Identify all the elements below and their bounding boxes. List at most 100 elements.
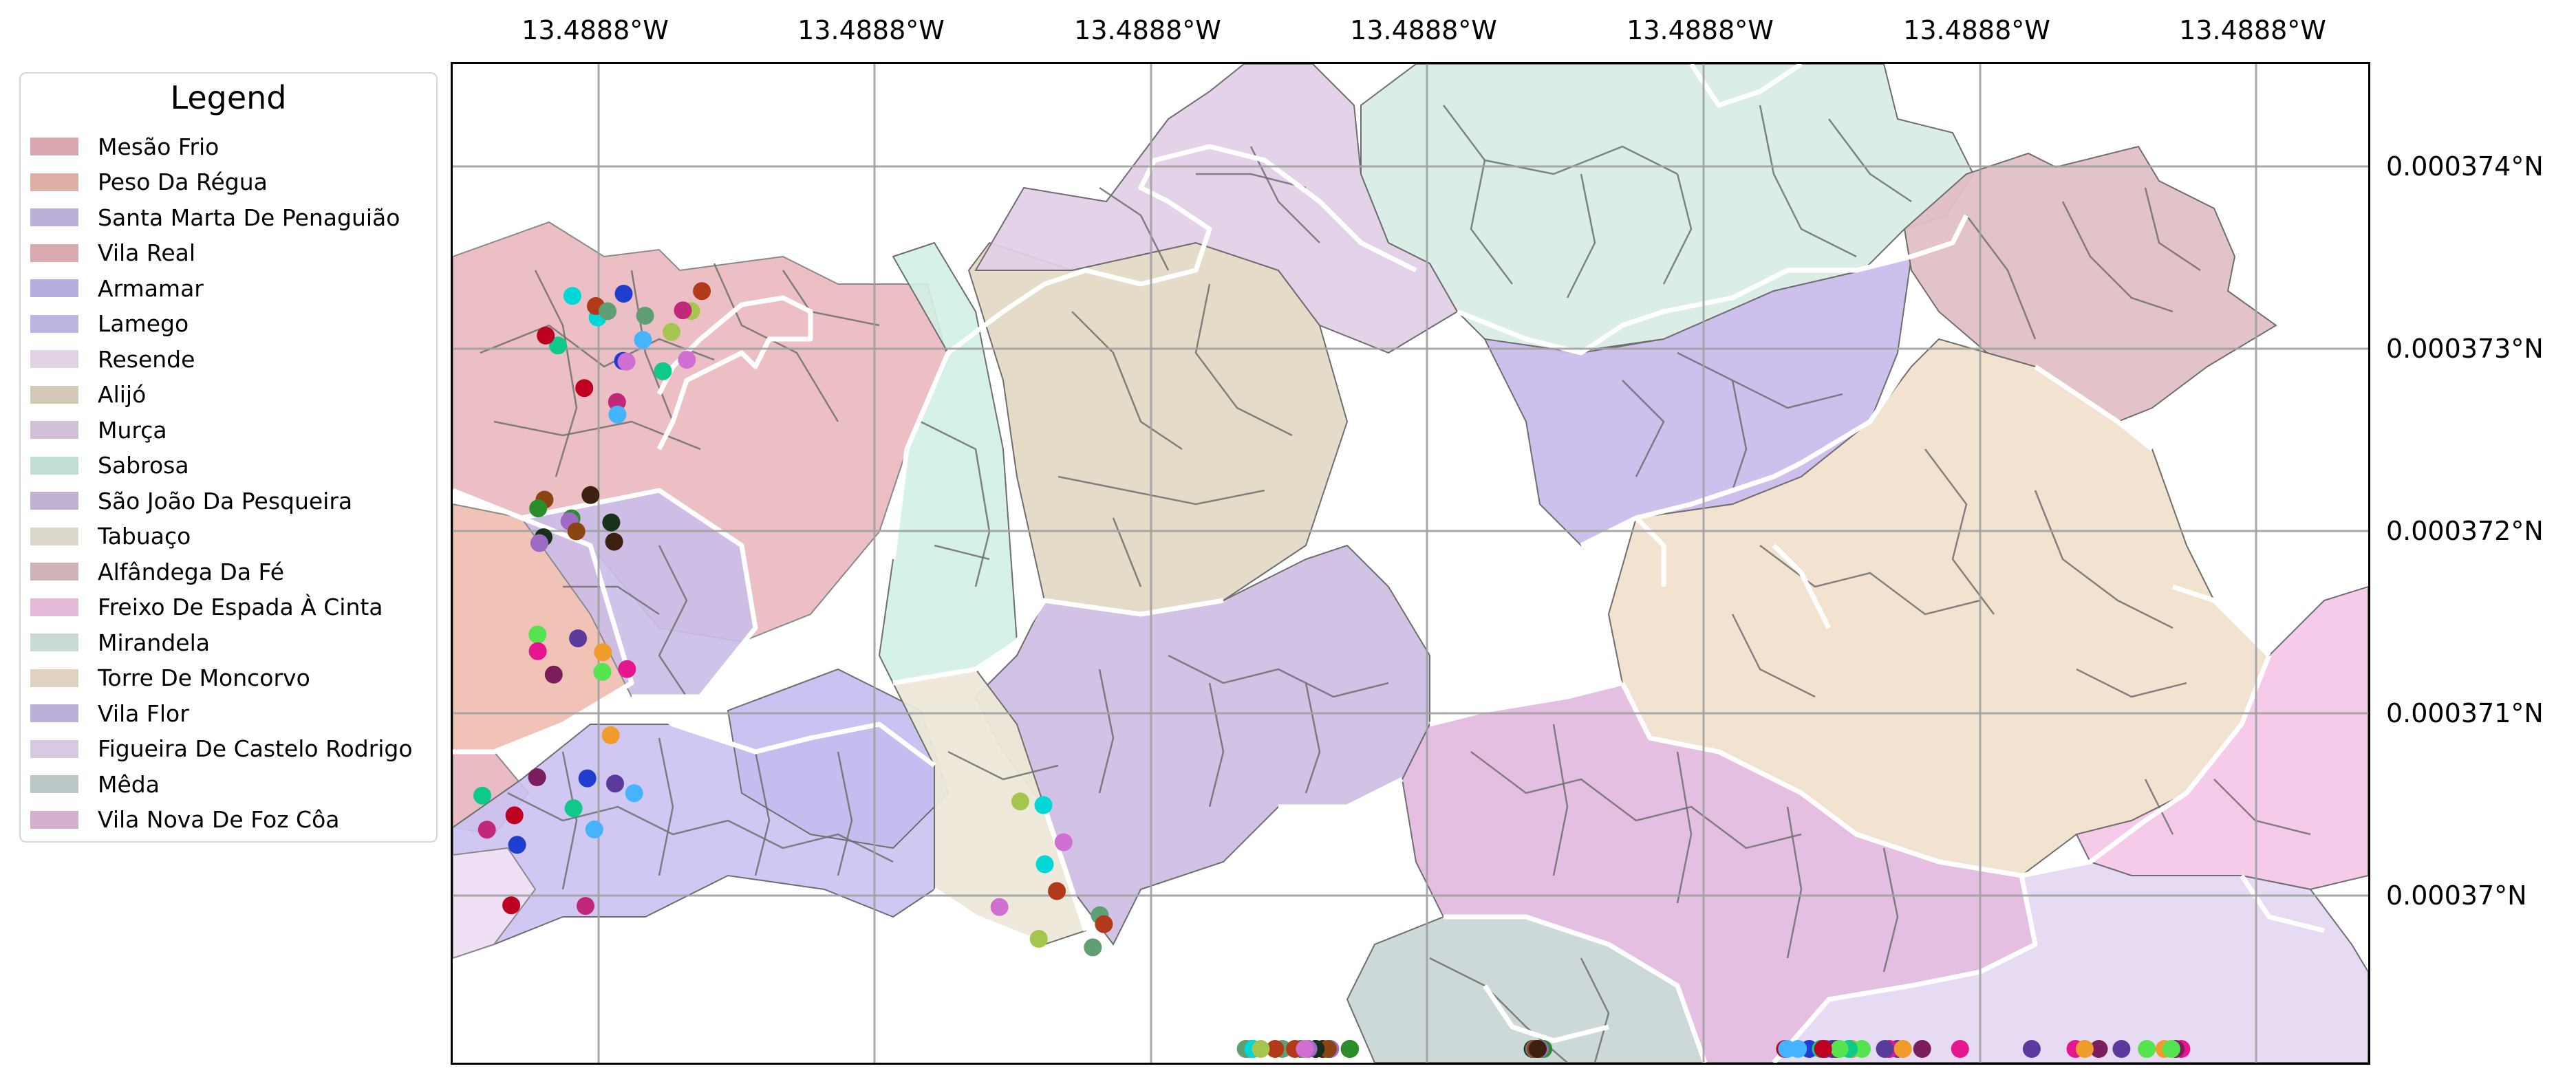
point-marker bbox=[2112, 1040, 2131, 1058]
region-resende[interactable] bbox=[453, 847, 537, 960]
legend-item: Santa Marta De Penaguião bbox=[30, 201, 400, 234]
point-marker bbox=[1084, 938, 1102, 957]
point-marker bbox=[564, 799, 583, 818]
municipality-regions bbox=[453, 64, 2368, 1063]
latitude-tick-label: 0.000371°N bbox=[2386, 698, 2544, 728]
legend-swatch bbox=[30, 527, 78, 545]
legend-label: Lamego bbox=[98, 310, 189, 337]
point-marker bbox=[1853, 1040, 1871, 1058]
point-marker bbox=[1296, 1040, 1314, 1058]
point-marker bbox=[544, 665, 563, 684]
legend-item: Mirandela bbox=[30, 626, 210, 659]
latitude-tick-label: 0.000372°N bbox=[2386, 516, 2544, 546]
legend-label: Alfândega Da Fé bbox=[98, 558, 285, 585]
point-marker bbox=[529, 499, 548, 518]
point-marker bbox=[585, 820, 603, 838]
point-marker bbox=[2162, 1040, 2180, 1058]
legend-label: Alijó bbox=[98, 381, 147, 408]
legend-swatch bbox=[30, 421, 78, 439]
legend-item: São João Da Pesqueira bbox=[30, 484, 352, 517]
point-marker bbox=[1252, 1040, 1270, 1058]
legend-swatch bbox=[30, 385, 78, 404]
point-marker bbox=[528, 768, 546, 786]
point-marker bbox=[1035, 855, 1054, 874]
legend-swatch bbox=[30, 243, 78, 262]
point-marker bbox=[2138, 1040, 2156, 1058]
longitude-tick-label: 13.4888°W bbox=[1627, 15, 1774, 45]
point-marker bbox=[625, 784, 643, 803]
point-marker bbox=[575, 379, 594, 398]
point-marker bbox=[606, 774, 624, 793]
point-marker bbox=[634, 331, 652, 349]
point-marker bbox=[608, 405, 627, 424]
point-markers bbox=[473, 282, 2191, 1058]
point-marker bbox=[678, 351, 696, 369]
legend-swatch bbox=[30, 138, 78, 155]
legend-label: Torre De Moncorvo bbox=[98, 664, 310, 691]
legend-item: Armamar bbox=[30, 272, 204, 305]
point-marker bbox=[1011, 792, 1029, 811]
point-marker bbox=[1913, 1040, 1931, 1058]
point-marker bbox=[1830, 1040, 1849, 1058]
point-marker bbox=[577, 897, 594, 915]
point-marker bbox=[602, 513, 621, 532]
legend-label: Santa Marta De Penaguião bbox=[98, 204, 400, 231]
legend-swatch bbox=[30, 173, 78, 191]
point-marker bbox=[618, 660, 636, 678]
point-marker bbox=[693, 282, 711, 301]
point-marker bbox=[1341, 1040, 1360, 1058]
point-marker bbox=[605, 532, 623, 551]
point-marker bbox=[1029, 930, 1048, 948]
legend-swatch bbox=[30, 739, 78, 758]
point-marker bbox=[593, 662, 612, 681]
legend-label: Freixo De Espada À Cinta bbox=[98, 594, 383, 620]
legend-label: Armamar bbox=[98, 274, 204, 302]
point-marker bbox=[636, 307, 654, 325]
longitude-tick-label: 13.4888°W bbox=[1903, 15, 2050, 45]
point-marker bbox=[1095, 915, 1113, 933]
point-marker bbox=[1778, 1040, 1796, 1058]
point-marker bbox=[614, 285, 633, 303]
legend-swatch bbox=[30, 350, 78, 368]
legend-swatch bbox=[30, 208, 78, 226]
map-canvas[interactable] bbox=[453, 64, 2368, 1063]
legend-item: Peso Da Régua bbox=[30, 166, 268, 199]
point-marker bbox=[617, 352, 636, 371]
legend-swatch bbox=[30, 633, 78, 651]
point-marker bbox=[1529, 1040, 1547, 1058]
legend-swatch bbox=[30, 314, 78, 333]
legend-swatch bbox=[30, 456, 78, 475]
legend-swatch bbox=[30, 598, 78, 616]
legend-swatch bbox=[30, 279, 78, 297]
point-marker bbox=[2075, 1040, 2094, 1058]
point-marker bbox=[530, 534, 548, 552]
point-marker bbox=[502, 896, 521, 915]
legend-item: Figueira De Castelo Rodrigo bbox=[30, 733, 413, 766]
legend-label: Sabrosa bbox=[98, 452, 189, 479]
point-marker bbox=[608, 393, 626, 411]
point-marker bbox=[537, 326, 555, 345]
longitude-tick-label: 13.4888°W bbox=[1350, 15, 1497, 45]
legend-item: Murça bbox=[30, 413, 167, 446]
point-marker bbox=[528, 625, 547, 644]
point-marker bbox=[505, 806, 524, 825]
legend-label: Mesão Frio bbox=[98, 133, 219, 160]
point-marker bbox=[599, 302, 617, 321]
coordinate-gridlines bbox=[453, 64, 2368, 1063]
legend-item: Alijó bbox=[30, 378, 146, 411]
map-area[interactable] bbox=[451, 62, 2370, 1065]
legend-label: Resende bbox=[98, 345, 195, 373]
legend-label: Mirandela bbox=[98, 629, 210, 656]
legend-item: Tabuaço bbox=[30, 520, 191, 553]
legend: Legend Mesão Frio Peso Da Régua Santa Mart… bbox=[19, 72, 438, 843]
point-marker bbox=[990, 898, 1009, 916]
legend-label: Vila Real bbox=[98, 239, 196, 266]
point-marker bbox=[578, 769, 597, 788]
parish-boundaries bbox=[480, 105, 2311, 1063]
longitude-tick-label: 13.4888°W bbox=[1074, 15, 1221, 45]
point-marker bbox=[1266, 1040, 1285, 1058]
legend-label: Tabuaço bbox=[98, 523, 191, 550]
point-marker bbox=[674, 301, 692, 320]
point-marker bbox=[569, 629, 588, 648]
legend-item: Vila Nova De Foz Côa bbox=[30, 803, 339, 836]
